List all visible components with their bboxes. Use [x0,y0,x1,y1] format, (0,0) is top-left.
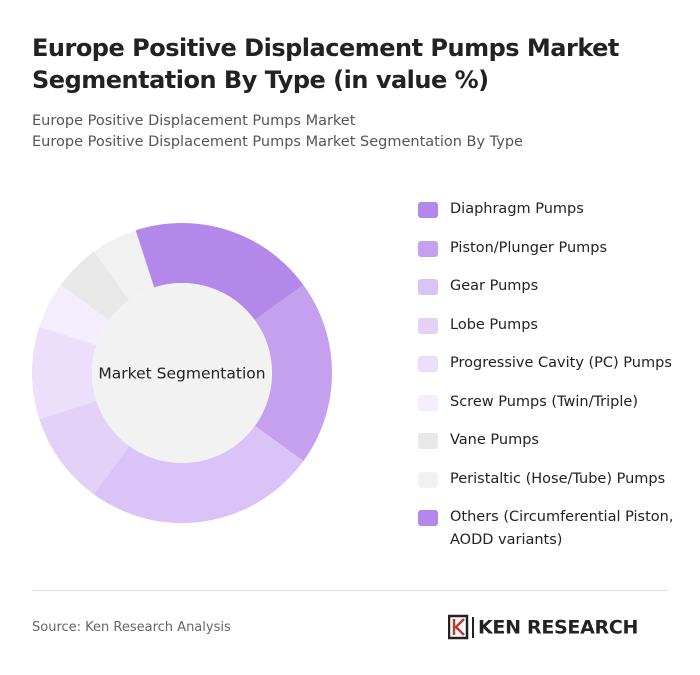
donut-segment [39,400,130,495]
chart-title: Europe Positive Displacement Pumps Marke… [32,34,619,94]
legend-item: Others (Circumferential Piston, AODD var… [418,506,680,552]
legend-label: Progressive Cavity (PC) Pumps [450,355,672,371]
legend-label: Vane Pumps [450,432,539,448]
legend-swatch [418,356,438,372]
legend-item: Progressive Cavity (PC) Pumps [418,352,680,375]
legend-swatch [418,317,438,334]
legend-swatch [418,202,438,218]
legend-label: Piston/Plunger Pumps [450,239,608,256]
donut-segment [135,223,182,288]
donut-segment [93,425,304,523]
donut-chart: Market Segmentation [32,223,332,523]
donut-segment [39,284,110,346]
legend-label: Lobe Pumps [450,316,538,333]
legend-swatch [418,279,438,295]
legend-label: Peristaltic (Hose/Tube) Pumps [450,470,666,487]
legend-item: Piston/Plunger Pumps [418,237,680,260]
legend-label: Gear Pumps [450,278,539,294]
legend-label: Screw Pumps (Twin/Triple) [450,393,638,410]
legend-swatch [418,510,438,526]
donut-segment [32,326,97,420]
legend-item: Peristaltic (Hose/Tube) Pumps [418,468,680,491]
logo-text: KEN RESEARCH [478,617,638,639]
divider [32,590,668,591]
subtitle: Europe Positive Displacement Pumps Marke… [32,134,523,150]
donut-segment [93,230,155,301]
legend-item: Screw Pumps (Twin/Triple) [418,391,680,414]
legend-item: Lobe Pumps [418,314,680,337]
legend-item: Gear Pumps [418,275,680,298]
legend: Diaphragm Pumps Piston/Plunger Pumps Gear … [418,198,680,568]
legend-label: Others (Circumferential Piston, AODD var… [450,509,674,548]
subtitle: Europe Positive Displacement Pumps Marke… [32,113,356,129]
legend-swatch [418,471,438,488]
logo-icon [448,614,469,640]
donut-segment [182,223,304,321]
legend-swatch [418,240,438,257]
legend-label: Diaphragm Pumps [450,201,584,217]
legend-swatch [418,394,438,411]
legend-swatch [418,433,438,449]
source: Source: Ken Research Analysis [32,620,231,635]
legend-item: Diaphragm Pumps [418,198,680,221]
donut-segment [254,284,332,462]
donut-segment [60,251,130,321]
logo: KEN RESEARCH [448,614,638,640]
logo-icon [452,618,465,636]
legend-item: Vane Pumps [418,429,680,452]
donut-hole [92,283,272,463]
center-label: Market Segmentation [98,365,265,383]
